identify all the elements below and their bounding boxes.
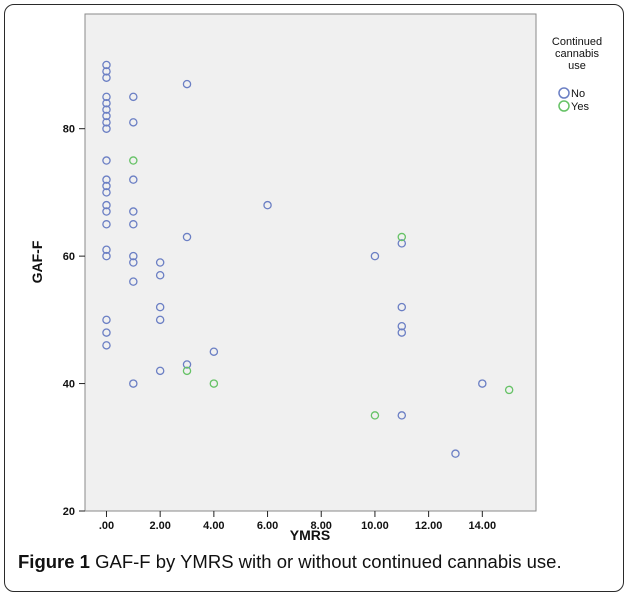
legend-label-yes: Yes bbox=[571, 101, 589, 113]
data-point-no bbox=[102, 200, 111, 210]
x-tick-label: 6.00 bbox=[257, 520, 278, 532]
data-point-yes bbox=[370, 411, 380, 420]
data-point-no bbox=[102, 220, 111, 229]
data-point-yes bbox=[397, 232, 407, 242]
data-point-no bbox=[155, 315, 165, 325]
data-point-no bbox=[102, 60, 111, 70]
x-axis: .00 2.00 4.00 6.00 8.00 10.00 12.00 14.00 bbox=[99, 511, 496, 532]
data-point-no bbox=[478, 379, 487, 388]
data-point-no bbox=[129, 220, 138, 229]
data-point-no bbox=[397, 321, 407, 331]
y-tick-label: 40 bbox=[63, 379, 75, 391]
legend-title: use bbox=[568, 60, 586, 72]
y-tick-label: 80 bbox=[63, 124, 75, 136]
data-point-no bbox=[155, 366, 165, 376]
data-point-no bbox=[155, 258, 165, 267]
x-axis-title: YMRS bbox=[290, 527, 330, 543]
data-point-no bbox=[397, 411, 407, 420]
data-point-no bbox=[263, 200, 272, 210]
x-tick-label: 10.00 bbox=[361, 520, 389, 532]
data-point-yes bbox=[182, 366, 192, 376]
x-tick-label: 8.00 bbox=[311, 520, 332, 532]
legend-title: cannabis bbox=[555, 48, 600, 60]
data-point-no bbox=[155, 270, 165, 280]
data-point-no bbox=[129, 251, 138, 261]
data-point-no bbox=[102, 341, 111, 350]
figure-caption: Figure 1 GAF-F by YMRS with or without c… bbox=[18, 551, 562, 573]
legend-marker-yes bbox=[558, 100, 570, 112]
data-point-no bbox=[102, 67, 111, 76]
data-point-no bbox=[129, 258, 138, 267]
data-point-no bbox=[102, 92, 111, 102]
data-point-no bbox=[129, 175, 138, 184]
data-point-no bbox=[451, 449, 460, 458]
data-point-no bbox=[129, 277, 138, 286]
x-tick-label: 14.00 bbox=[469, 520, 497, 532]
legend-label-no: No bbox=[571, 88, 585, 100]
data-point-no bbox=[102, 98, 111, 108]
legend-title: Continued bbox=[552, 36, 602, 48]
data-point-no bbox=[129, 118, 138, 127]
x-tick-label: 2.00 bbox=[149, 520, 170, 532]
x-tick-label: 4.00 bbox=[203, 520, 224, 532]
data-point-no bbox=[209, 347, 219, 356]
y-axis-title: GAF-F bbox=[29, 240, 45, 283]
data-point-no bbox=[102, 188, 111, 197]
y-tick-label: 60 bbox=[63, 251, 75, 263]
caption-text: GAF-F by YMRS with or without continued … bbox=[95, 551, 562, 572]
data-point-yes bbox=[504, 385, 514, 395]
data-point-no bbox=[102, 181, 111, 191]
data-point-no bbox=[182, 360, 192, 369]
data-point-no bbox=[397, 328, 407, 337]
data-point-no bbox=[102, 156, 111, 165]
data-point-no bbox=[129, 92, 138, 102]
data-point-no bbox=[102, 118, 111, 127]
data-point-no bbox=[129, 207, 138, 216]
data-point-no bbox=[102, 315, 111, 325]
legend-marker-no bbox=[558, 87, 570, 99]
data-point-yes bbox=[209, 379, 219, 388]
data-point-no bbox=[102, 111, 111, 121]
data-point-no bbox=[182, 232, 192, 242]
x-tick-label: 12.00 bbox=[415, 520, 443, 532]
data-point-no bbox=[397, 302, 407, 312]
data-point-no bbox=[102, 124, 111, 133]
data-point-no bbox=[370, 251, 380, 261]
y-axis: 20 40 60 80 bbox=[63, 124, 85, 518]
data-point-no bbox=[397, 239, 407, 248]
data-point-no bbox=[102, 73, 111, 82]
data-point-no bbox=[129, 379, 138, 388]
data-point-no bbox=[102, 105, 111, 114]
data-point-no bbox=[182, 79, 192, 89]
data-point-no bbox=[102, 251, 111, 261]
y-tick-label: 20 bbox=[63, 506, 75, 518]
plot-area bbox=[84, 13, 537, 512]
data-points bbox=[102, 60, 514, 458]
data-point-yes bbox=[129, 156, 138, 165]
data-point-no bbox=[155, 302, 165, 312]
data-point-no bbox=[102, 207, 111, 216]
data-point-no bbox=[102, 175, 111, 184]
data-point-no bbox=[102, 245, 111, 255]
data-point-no bbox=[102, 328, 111, 337]
x-tick-label: .00 bbox=[99, 520, 114, 532]
caption-label: Figure 1 bbox=[18, 551, 90, 572]
